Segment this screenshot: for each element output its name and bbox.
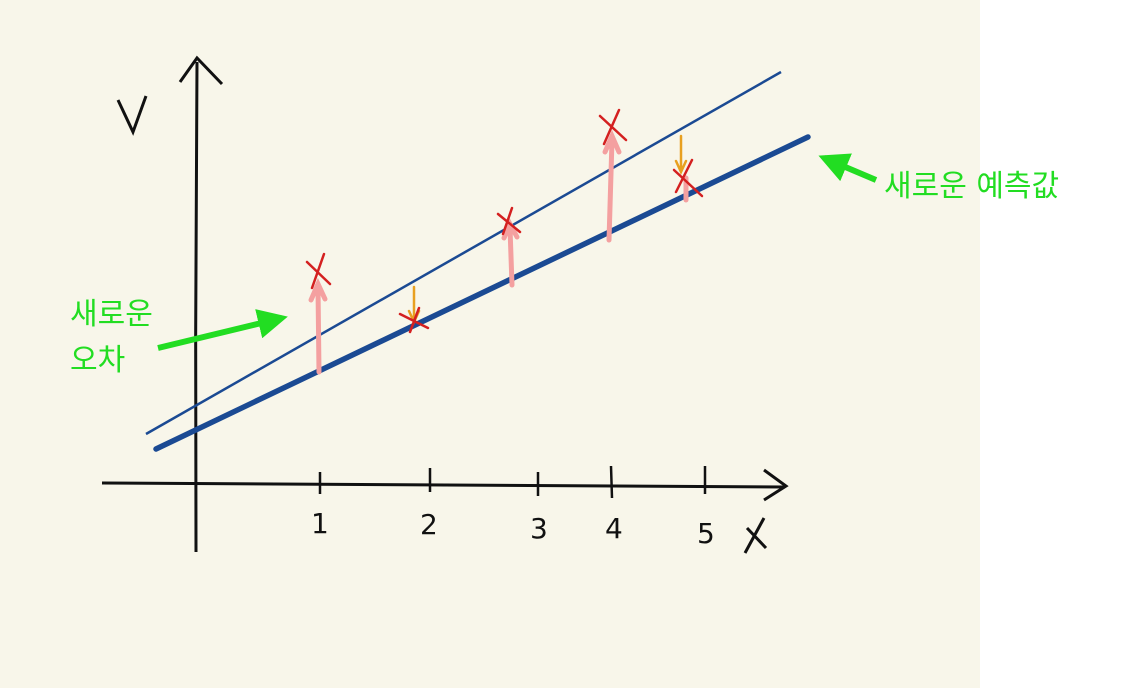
x-axis-label-glyph (743, 517, 768, 554)
x-axis-arrowhead (763, 468, 789, 502)
error-arrow-2 (407, 285, 421, 326)
y-axis-label-glyph (116, 95, 148, 136)
regression-diagram: 1 2 3 4 5 새로운 오차 (70, 55, 878, 554)
data-point-3 (496, 206, 522, 236)
tick-label-4: 4 (605, 512, 623, 545)
y-axis-arrowhead (178, 55, 224, 86)
annotation-arrow-prediction (818, 153, 878, 183)
data-points (305, 108, 704, 334)
annotation-new-error-line1: 새로운 (70, 297, 153, 332)
tick-label-3: 3 (530, 512, 548, 545)
data-point-2 (398, 306, 430, 334)
axes (101, 55, 789, 554)
error-arrows (308, 129, 689, 375)
x-ticks: 1 2 3 4 5 (311, 465, 715, 550)
y-axis (194, 61, 199, 553)
tick-4 (609, 465, 614, 499)
diagram-canvas: 1 2 3 4 5 새로운 오차 (0, 0, 980, 688)
previous-prediction-line (145, 70, 782, 436)
annotation-new-error-line2: 오차 (70, 343, 125, 378)
annotation-arrow-error (157, 309, 288, 351)
error-arrow-5a (674, 134, 688, 176)
error-arrow-1 (308, 277, 328, 375)
data-point-1 (305, 252, 332, 290)
tick-label-1: 1 (311, 507, 329, 540)
tick-label-5: 5 (697, 517, 715, 550)
new-prediction-line (153, 134, 811, 452)
data-point-4 (598, 108, 628, 146)
data-point-5 (672, 158, 704, 198)
error-arrow-4 (602, 129, 622, 243)
tick-label-2: 2 (420, 508, 438, 541)
x-axis (101, 481, 785, 489)
